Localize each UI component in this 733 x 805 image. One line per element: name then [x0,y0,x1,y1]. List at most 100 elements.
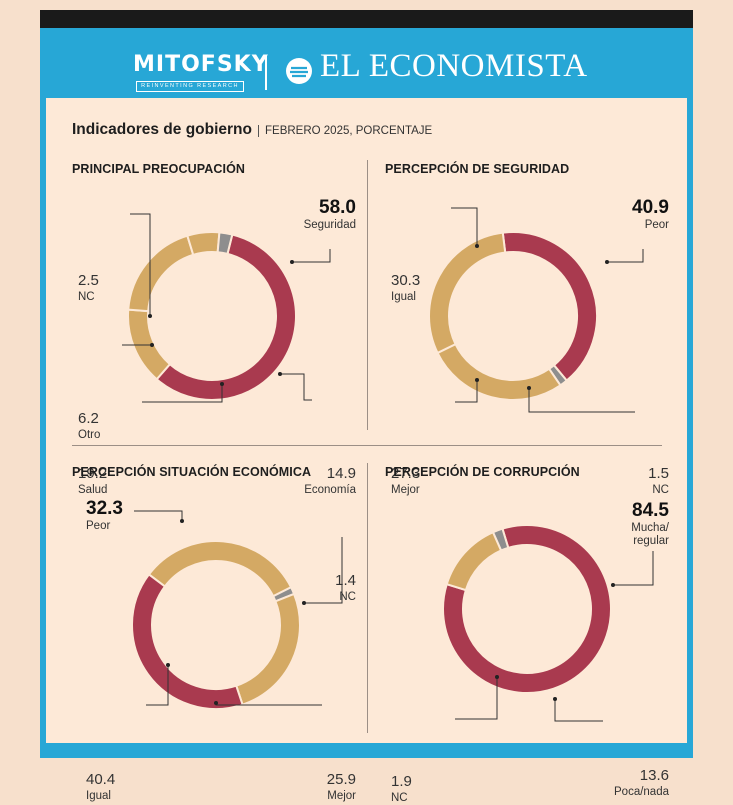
leader-dot [605,260,609,264]
slice-value: 6.2 [78,410,99,427]
donut-slice-econom-a [127,308,172,381]
chart-title: PRINCIPAL PREOCUPACIÓN [72,162,246,176]
title-text: Indicadores de gobierno [72,121,252,138]
leader-line [304,537,343,604]
donut-slice-igual [131,573,244,710]
slice-label: Peor [86,520,111,532]
leader-dot [495,675,499,679]
vertical-divider-bottom [367,463,368,733]
chart-percepcion-situacion-economica: PERCEPCIÓN SITUACIÓN ECONÓMICA 32.3 Peor 1… [72,465,392,802]
top-bar [40,10,693,28]
slice-label: Poca/nada [614,786,669,798]
slice-value: 32.3 [86,498,123,519]
leader-dot [611,583,615,587]
leader-line [146,665,169,706]
slice-label: Economía [304,484,356,496]
chart-percepcion-corrupcion: PERCEPCIÓN DE CORRUPCIÓN 84.5 Mucha/regul… [385,465,705,804]
brand-divider [265,56,267,90]
slice-label: NC [652,484,669,496]
donut-slice-seguridad [155,233,297,401]
leader-line [607,249,644,263]
donut-slice-peor [147,540,293,598]
donut-slice-nc [216,231,234,256]
chart-title: PERCEPCIÓN SITUACIÓN ECONÓMICA [72,465,312,479]
donut-slice-nc [491,527,510,552]
donut-svg [131,510,343,710]
leader-line [280,373,312,401]
donut-slice-igual [428,231,507,355]
horizontal-divider [72,445,662,446]
leader-line [130,213,151,316]
donut-svg [122,213,331,403]
chart-percepcion-seguridad: PERCEPCIÓN DE SEGURIDAD 40.9 Peor 1.5 NC 27.… [385,162,705,496]
slice-value: 40.4 [86,771,116,788]
slice-value: 14.9 [326,465,356,482]
slice-value: 19.2 [78,465,108,482]
slice-value: 25.9 [326,771,356,788]
donut-slice-otro [186,231,221,257]
chart-principal-preocupacion: PRINCIPAL PREOCUPACIÓN 58.0 Seguridad 14.9… [72,162,392,496]
leader-line [554,699,603,722]
leader-line [292,249,331,263]
slice-value: 1.4 [335,572,356,589]
slice-value: 13.6 [639,767,669,784]
slice-label: Igual [391,291,416,303]
leader-dot [527,386,531,390]
leader-dot [148,314,152,318]
slice-value: 84.5 [632,500,669,521]
el-economista-logo: EL ECONOMISTA [320,48,588,84]
donut-slice-mucha-regular [442,524,612,694]
donut-slice-poca-nada [445,530,503,592]
subtitle: FEBRERO 2025, PORCENTAJE [258,125,433,137]
chart-title: PERCEPCIÓN DE SEGURIDAD [385,162,570,176]
donut-svg [442,524,654,722]
slice-label: Mucha/regular [631,522,669,547]
content-panel: Indicadores de gobierno FEBRERO 2025, POR… [46,98,687,804]
leader-dot [475,378,479,382]
leader-dot [278,372,282,376]
leader-dot [150,343,154,347]
donut-slice-salud [127,234,195,313]
slice-value: 58.0 [319,197,356,218]
slice-value: 2.5 [78,272,99,289]
slice-label: Mejor [391,484,420,496]
leader-line [455,677,498,720]
slice-label: Seguridad [303,219,356,231]
slice-label: NC [78,291,95,303]
leader-line [134,510,183,521]
vertical-divider-top [367,160,368,430]
leader-line [528,388,635,413]
slice-label: Otro [78,429,101,441]
donut-slice-mejor [436,342,562,401]
slice-label: Mejor [327,790,356,802]
leader-line [142,384,223,403]
slice-value: 30.3 [391,272,421,289]
leader-dot [475,244,479,248]
slice-value: 1.9 [391,773,412,790]
leader-dot [290,260,294,264]
slice-label: NC [339,591,356,603]
slice-value: 1.5 [648,465,669,482]
donut-slice-peor [501,231,598,382]
slice-label: Igual [86,790,111,802]
leader-dot [553,697,557,701]
slice-label: Peor [644,219,669,231]
slice-value: 27.3 [391,465,421,482]
slice-label: NC [391,792,408,804]
slice-label: Salud [78,484,108,496]
mitofsky-tagline: REINVENTING RESEARCH [136,81,244,92]
donut-slice-mejor [234,592,301,706]
leader-dot [214,701,218,705]
leader-dot [220,382,224,386]
page-title: Indicadores de gobierno FEBRERO 2025, POR… [72,121,433,139]
leader-dot [166,663,170,667]
leader-dot [180,519,184,523]
el-economista-globe-icon [286,58,312,84]
slice-value: 40.9 [632,197,669,218]
leader-dot [302,601,306,605]
leader-line [613,551,654,586]
leader-line [455,380,478,403]
donut-svg [428,207,644,413]
mitofsky-logo: MITOFSKY [133,52,269,77]
header: MITOFSKY REINVENTING RESEARCH EL ECONOMI… [40,28,693,98]
